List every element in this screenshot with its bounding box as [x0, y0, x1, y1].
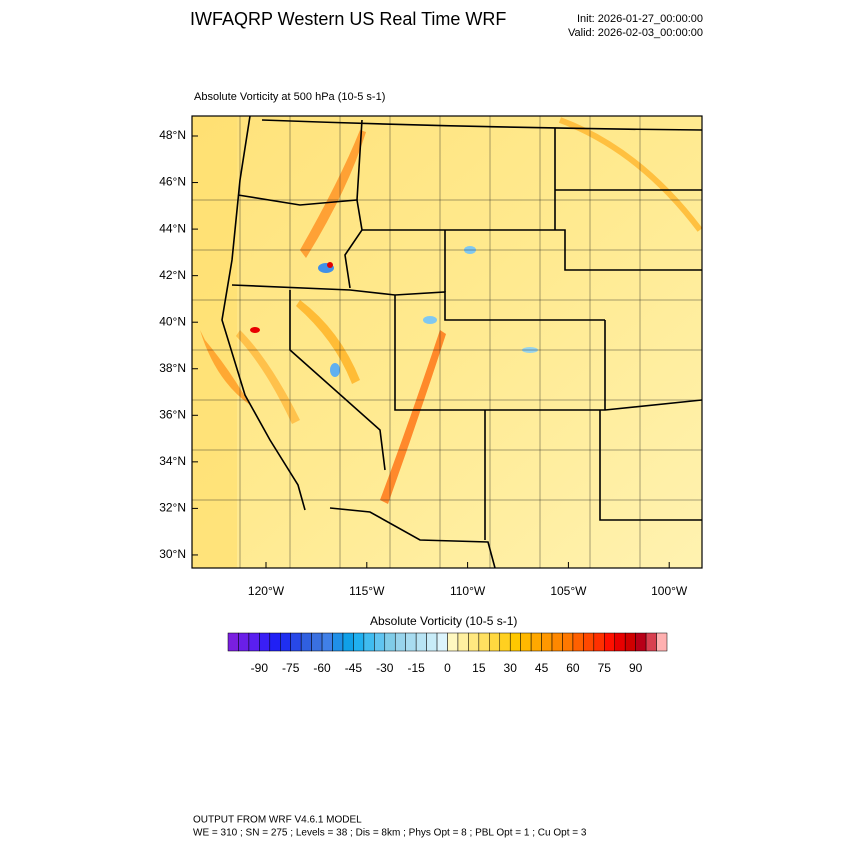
colorbar-box	[248, 632, 260, 652]
colorbar-label: -45	[345, 661, 363, 675]
lat-label: 32°N	[159, 501, 186, 515]
colorbar-label: 60	[566, 661, 580, 675]
colorbar-box	[656, 632, 668, 652]
colorbar-label: -15	[407, 661, 425, 675]
lat-label: 42°N	[159, 268, 186, 282]
colorbar-box	[353, 632, 365, 652]
colorbar-box	[374, 632, 386, 652]
colorbar-box	[394, 632, 406, 652]
colorbar-label: 45	[535, 661, 549, 675]
colorbar-box	[457, 632, 469, 652]
map	[192, 116, 702, 568]
colorbar-box	[321, 632, 333, 652]
colorbar-label: 30	[504, 661, 518, 675]
colorbar-box	[415, 632, 427, 652]
colorbar-box	[269, 632, 281, 652]
lat-label: 38°N	[159, 361, 186, 375]
colorbar-box	[499, 632, 511, 652]
lat-label: 46°N	[159, 175, 186, 189]
colorbar-box	[551, 632, 563, 652]
colorbar-box	[645, 632, 657, 652]
footer-line: OUTPUT FROM WRF V4.6.1 MODEL	[193, 815, 362, 826]
lon-label: 100°W	[651, 584, 688, 598]
lat-label: 48°N	[159, 128, 186, 142]
colorbar-box	[593, 632, 605, 652]
colorbar-box	[280, 632, 291, 652]
colorbar-box	[363, 632, 375, 652]
colorbar-box	[562, 632, 574, 652]
colorbar-box	[541, 632, 553, 652]
colorbar-label: 90	[629, 661, 643, 675]
colorbar-label: 75	[598, 661, 612, 675]
colorbar-box	[384, 632, 396, 652]
colorbar-label: -90	[251, 661, 269, 675]
colorbar-box	[624, 632, 636, 652]
colorbar-box	[342, 632, 354, 652]
footer-line: WE = 310 ; SN = 275 ; Levels = 38 ; Dis …	[193, 828, 587, 839]
colorbar-label: -60	[313, 661, 331, 675]
colorbar-box	[300, 632, 312, 652]
lat-label: 36°N	[159, 407, 186, 421]
colorbar-label: -30	[376, 661, 394, 675]
colorbar-box	[572, 632, 584, 652]
lat-label: 40°N	[159, 314, 186, 328]
colorbar-box	[259, 632, 271, 652]
colorbar-box	[583, 632, 595, 652]
colorbar-box	[468, 632, 480, 652]
lon-label: 120°W	[248, 584, 285, 598]
lat-label: 44°N	[159, 221, 186, 235]
init-time: Init: 2026-01-27_00:00:00	[577, 13, 703, 25]
lat-label: 34°N	[159, 454, 186, 468]
lon-label: 105°W	[550, 584, 587, 598]
colorbar-box	[405, 632, 417, 652]
colorbar-box	[530, 632, 542, 652]
colorbar-label: 0	[444, 661, 451, 675]
colorbar-box	[311, 632, 323, 652]
colorbar-box	[238, 632, 250, 652]
map-title: Absolute Vorticity at 500 hPa (10-5 s-1)	[194, 91, 385, 103]
colorbar-box	[426, 632, 438, 652]
valid-time: Valid: 2026-02-03_00:00:00	[568, 27, 703, 39]
colorbar-box	[604, 632, 615, 652]
colorbar-box	[489, 632, 501, 652]
colorbar-box	[478, 632, 490, 652]
lon-label: 115°W	[349, 584, 385, 598]
title: IWFAQRP Western US Real Time WRF	[190, 9, 506, 29]
colorbar-label: -75	[282, 661, 300, 675]
colorbar-box	[290, 632, 302, 652]
colorbar-box	[436, 632, 448, 652]
lat-label: 30°N	[159, 547, 186, 561]
colorbar-box	[447, 632, 459, 652]
colorbar-box	[332, 632, 344, 652]
colorbar-box	[520, 632, 532, 652]
colorbar-box	[614, 632, 626, 652]
colorbar-box	[509, 632, 521, 652]
map-frame	[191, 115, 703, 569]
colorbar-box	[635, 632, 647, 652]
colorbar-box	[227, 632, 239, 652]
colorbar-title: Absolute Vorticity (10-5 s-1)	[370, 614, 517, 628]
colorbar-label: 15	[472, 661, 486, 675]
lon-label: 110°W	[450, 584, 486, 598]
